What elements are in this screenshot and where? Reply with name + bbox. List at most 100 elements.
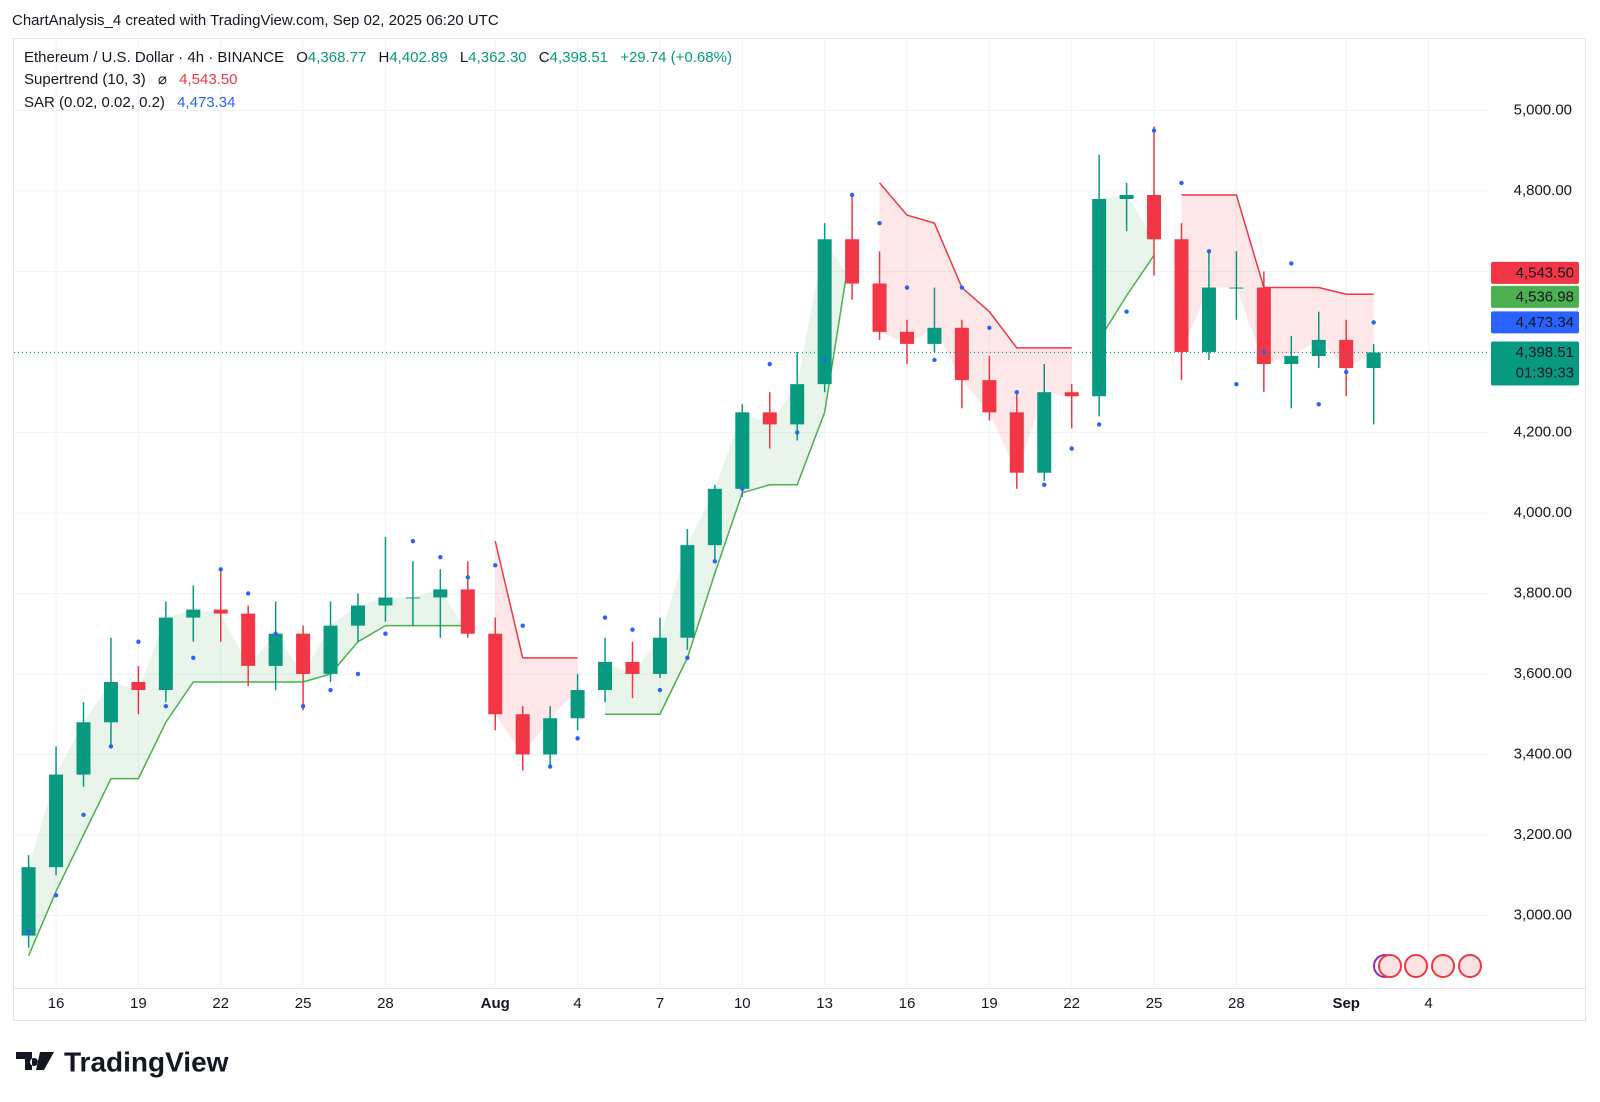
sar-dot — [575, 736, 580, 741]
sar-dot — [685, 655, 690, 661]
sar-dot — [136, 639, 141, 644]
chart-panel — [13, 38, 1586, 1021]
symbol: Ethereum / U.S. Dollar · 4h · BINANCE — [24, 49, 284, 66]
x-tick-label: 19 — [130, 995, 147, 1012]
candle-body — [131, 682, 146, 691]
sar-dot — [657, 687, 663, 693]
quote-value: 4,402.89 — [389, 49, 447, 66]
candle-body — [845, 239, 860, 284]
candle-body — [1147, 194, 1162, 240]
sar-dot — [1206, 249, 1212, 254]
sar-dot — [630, 627, 635, 632]
candle-body — [1009, 412, 1024, 473]
y-tick-label: 3,200.00 — [1514, 826, 1572, 843]
candle-body — [433, 589, 448, 598]
quote-label: L — [460, 49, 468, 66]
candle-body — [1366, 352, 1381, 369]
quote-value: 4,398.51 — [550, 49, 608, 66]
candle-body — [1256, 287, 1271, 365]
x-tick-label: 4 — [1424, 995, 1432, 1012]
x-tick-label: 16 — [899, 995, 916, 1012]
sar-dot — [493, 563, 498, 568]
candle-body — [1284, 355, 1299, 365]
candle-body — [241, 613, 256, 666]
candle-body — [103, 682, 118, 723]
candle-body — [268, 633, 283, 666]
candle-body — [570, 690, 585, 719]
sar-dot — [904, 285, 910, 290]
sar-dot — [877, 220, 882, 226]
price-tag — [1491, 285, 1579, 308]
candle-body — [817, 239, 832, 385]
quote-change: +29.74 (+0.68%) — [620, 49, 732, 66]
quote-label: O — [296, 49, 308, 66]
sar-dot — [1151, 128, 1157, 133]
candle-body — [460, 589, 475, 634]
sar-dot — [328, 687, 333, 693]
price-tag-label: 4,473.34 — [1516, 314, 1574, 331]
sar-dot — [1069, 446, 1074, 451]
quote-label: H — [378, 49, 389, 66]
grid — [14, 40, 1490, 988]
y-tick-label: 3,000.00 — [1514, 906, 1572, 923]
sar-dot — [163, 703, 169, 709]
indicator-name: SAR (0.02, 0.02, 0.2) — [24, 94, 165, 111]
brand: TradingView — [64, 1046, 229, 1077]
sar-dot — [383, 631, 388, 636]
sar-dot — [795, 430, 800, 435]
sar-dot — [822, 357, 827, 363]
sar-dot — [465, 575, 470, 580]
x-tick-label: 16 — [48, 995, 65, 1012]
candle-body — [652, 637, 667, 674]
y-tick-label: 3,600.00 — [1514, 665, 1572, 682]
candle-body — [488, 633, 503, 715]
x-tick-label: 4 — [573, 995, 581, 1012]
sar-dot — [987, 325, 992, 330]
candle-body — [1201, 287, 1216, 352]
price-tag-label: 4,543.50 — [1516, 264, 1574, 281]
x-tick-label: 25 — [1146, 995, 1163, 1012]
candle-body — [900, 331, 914, 344]
sar-dot — [520, 623, 525, 628]
price-tag — [1491, 341, 1579, 386]
sar-dot — [1042, 482, 1047, 487]
price-tag-label: 4,536.98 — [1516, 288, 1574, 305]
sar-dot — [849, 192, 855, 198]
candle-body — [625, 661, 640, 674]
y-tick-label: 4,800.00 — [1514, 182, 1572, 199]
x-tick-label: 22 — [212, 995, 229, 1012]
sar-dot — [246, 591, 251, 596]
candle-body — [543, 718, 558, 755]
event-flags — [1373, 954, 1482, 978]
sar-dot — [767, 361, 772, 367]
sar-dot — [1316, 402, 1321, 407]
sar-dot — [1344, 369, 1349, 375]
sar-dot — [438, 555, 443, 560]
sar-dot — [355, 671, 361, 677]
candle-body — [186, 609, 201, 618]
credit: ChartAnalysis_4 created with TradingView… — [12, 12, 499, 29]
sar-dot — [26, 929, 31, 934]
sar-dot — [547, 764, 553, 769]
sar-dot — [191, 655, 196, 661]
quote-value: 4,362.30 — [468, 49, 526, 66]
candle-body — [405, 597, 420, 599]
candle-body — [158, 617, 173, 691]
sar-dot — [932, 357, 937, 363]
sar-dot — [81, 812, 86, 818]
indicator-symbol: ⌀ — [158, 71, 167, 88]
candle-body — [351, 605, 365, 626]
candle-body — [1119, 194, 1134, 199]
sar-dot — [1371, 320, 1376, 325]
sar-dot — [1261, 349, 1267, 355]
sar-dot — [108, 744, 114, 749]
candle-body — [1174, 239, 1189, 352]
y-tick-label: 3,800.00 — [1514, 584, 1572, 601]
candle-body — [598, 661, 613, 691]
price-tag-label: 4,398.51 — [1516, 344, 1574, 361]
sar-dot — [300, 703, 306, 709]
y-tick-label: 5,000.00 — [1514, 101, 1572, 118]
logo — [16, 1052, 54, 1070]
